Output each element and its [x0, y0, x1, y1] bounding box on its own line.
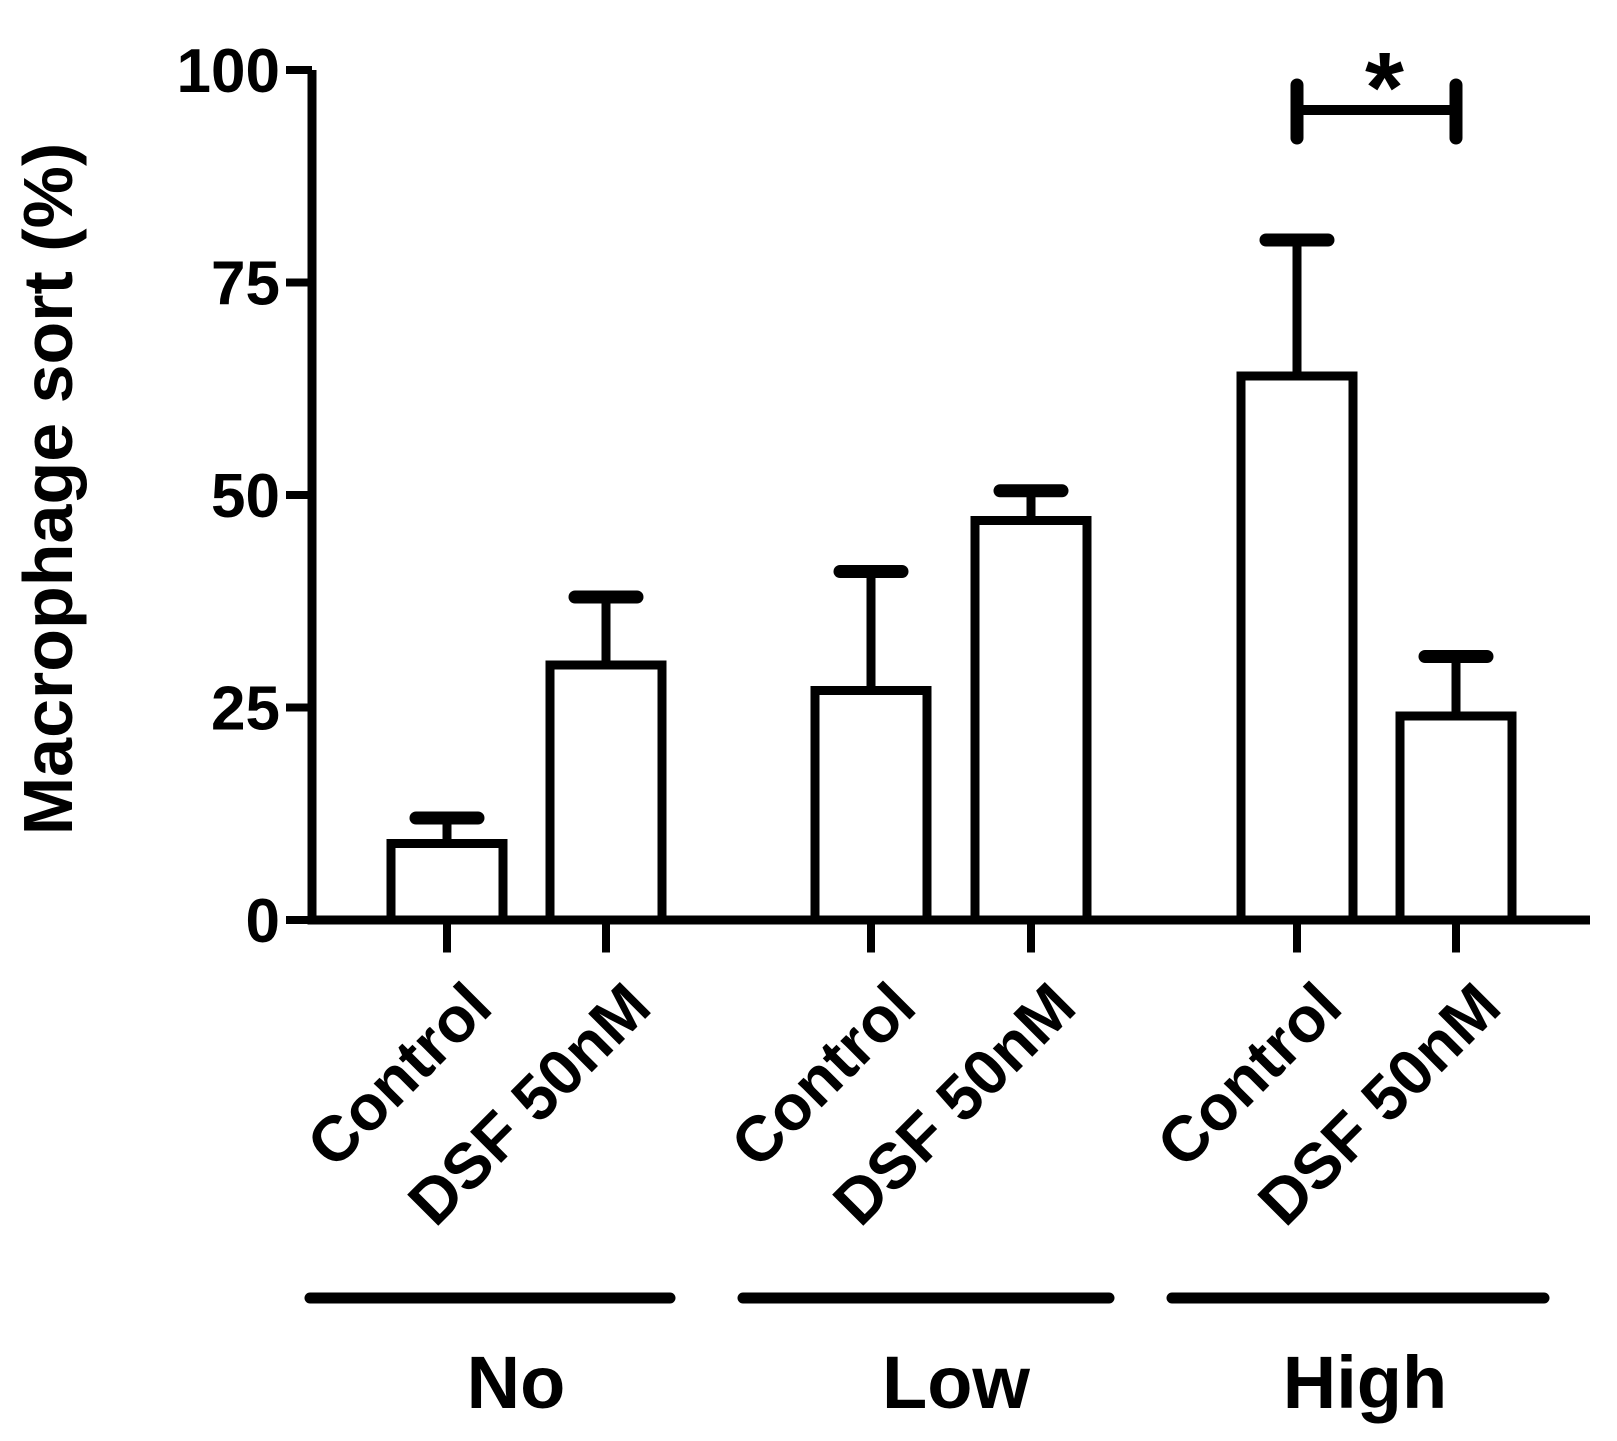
- bar-low-dsf-50nm: [970, 516, 1092, 925]
- y-tick-label-100: 100: [177, 37, 280, 106]
- y-tick-label-75: 75: [211, 250, 280, 319]
- group-label-high: High: [1283, 1341, 1447, 1424]
- y-tick-label-50: 50: [211, 462, 280, 531]
- y-tick-label-0: 0: [246, 887, 280, 956]
- group-label-low: Low: [882, 1341, 1030, 1424]
- group-label-no: No: [467, 1341, 566, 1424]
- bar-high-dsf-50nm: [1395, 711, 1517, 925]
- y-tick-label-25: 25: [211, 675, 280, 744]
- y-axis-title: Macrophage sort (%): [9, 143, 87, 835]
- bar-no-dsf-50nm: [545, 660, 667, 925]
- bar-high-control: [1236, 371, 1358, 925]
- bar-low-control: [810, 686, 932, 925]
- significance-star: *: [1365, 32, 1404, 144]
- bar-no-control: [386, 839, 508, 925]
